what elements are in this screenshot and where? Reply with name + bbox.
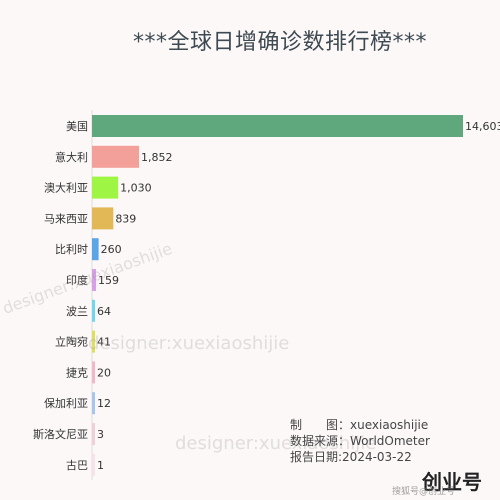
credit-maker: 制 图：xuexiaoshijie <box>290 418 429 432</box>
value-label-1: 1,852 <box>141 151 173 164</box>
bar-2 <box>92 176 119 199</box>
value-label-7: 41 <box>97 336 111 349</box>
bar-1 <box>92 145 140 168</box>
bar-5 <box>92 269 97 291</box>
value-label-0: 14,603 <box>465 120 500 133</box>
credit-date: 报告日期:2024-03-22 <box>290 450 412 464</box>
value-label-5: 159 <box>98 274 119 287</box>
category-label-6: 波兰 <box>66 305 88 318</box>
watermark-bottom: designer:xuexiaoshijie <box>175 433 377 454</box>
bar-9 <box>92 392 95 415</box>
category-label-4: 比利时 <box>55 243 88 256</box>
value-label-3: 839 <box>115 212 136 225</box>
brand-logo-text: 创业号 <box>422 470 482 494</box>
value-label-8: 20 <box>97 366 111 379</box>
category-label-10: 斯洛文尼亚 <box>33 427 88 441</box>
credit-source: 数据来源：WorldOmeter <box>290 434 430 448</box>
bar-8 <box>92 361 95 384</box>
credits-block: 制 图：xuexiaoshijie 数据来源：WorldOmeter 报告日期:… <box>290 417 430 465</box>
bar-4 <box>92 238 99 261</box>
category-label-0: 美国 <box>66 120 88 133</box>
bar-10 <box>92 423 95 445</box>
bar-0 <box>92 115 463 137</box>
value-label-9: 12 <box>97 397 111 410</box>
value-label-11: 1 <box>97 459 104 472</box>
bar-6 <box>92 299 95 322</box>
chart-title: ***全球日增确诊数排行榜*** <box>132 30 427 55</box>
category-label-11: 古巴 <box>66 459 88 472</box>
category-label-3: 马来西亚 <box>44 212 88 225</box>
category-label-2: 澳大利亚 <box>44 181 88 195</box>
bar-7 <box>92 330 95 353</box>
value-label-6: 64 <box>97 305 111 318</box>
value-label-2: 1,030 <box>120 182 152 195</box>
brand-watermark: 搜狐号@创业号 <box>392 487 456 497</box>
category-label-5: 印度 <box>66 273 88 287</box>
value-label-4: 260 <box>101 243 122 256</box>
category-label-9: 保加利亚 <box>44 396 88 410</box>
category-label-8: 捷克 <box>66 365 88 379</box>
bar-3 <box>92 207 114 230</box>
category-label-7: 立陶宛 <box>55 335 88 349</box>
value-label-10: 3 <box>97 428 104 441</box>
bar-11 <box>92 453 95 476</box>
category-label-1: 意大利 <box>55 150 88 164</box>
watermark-middle: designer:xuexiaoshijie <box>88 333 290 354</box>
